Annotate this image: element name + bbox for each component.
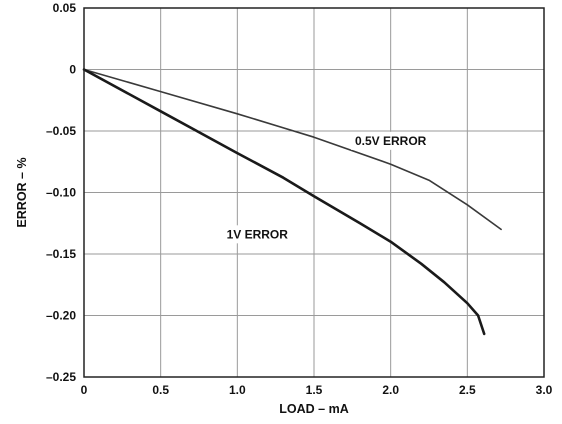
series-line-0.5v-error xyxy=(83,68,502,231)
y-tick-label: –0.15 xyxy=(46,247,76,261)
y-tick-label: –0.05 xyxy=(46,124,76,138)
series-label-background xyxy=(350,131,431,150)
x-tick-label: 3.0 xyxy=(536,383,553,397)
y-tick-label: –0.20 xyxy=(46,309,76,323)
series-labels: 0.5V ERROR 1V ERROR xyxy=(222,131,431,244)
grid xyxy=(84,8,544,377)
series-line-1v-error xyxy=(82,68,486,336)
series-label-background xyxy=(222,225,293,244)
x-axis-title: LOAD – mA xyxy=(279,402,348,416)
y-axis-ticks: 0.05 0 –0.05 –0.10 –0.15 –0.20 –0.25 xyxy=(46,1,76,384)
x-tick-label: 2.5 xyxy=(459,383,476,397)
y-tick-label: 0.05 xyxy=(53,1,77,15)
x-tick-label: 2.0 xyxy=(382,383,399,397)
y-tick-label: 0 xyxy=(69,63,76,77)
plot-frame xyxy=(83,7,545,378)
x-axis-ticks: 0 0.5 1.0 1.5 2.0 2.5 3.0 xyxy=(81,383,553,397)
y-tick-label: –0.10 xyxy=(46,186,76,200)
x-tick-label: 1.5 xyxy=(306,383,323,397)
x-tick-label: 1.0 xyxy=(229,383,246,397)
x-tick-label: 0 xyxy=(81,383,88,397)
x-tick-label: 0.5 xyxy=(152,383,169,397)
y-tick-label: –0.25 xyxy=(46,370,76,384)
series-label-1v-error: 1V ERROR xyxy=(227,227,289,241)
series-layer xyxy=(82,68,502,336)
y-axis-title: ERROR – % xyxy=(15,157,29,227)
series-label-0.5v-error: 0.5V ERROR xyxy=(355,134,427,148)
